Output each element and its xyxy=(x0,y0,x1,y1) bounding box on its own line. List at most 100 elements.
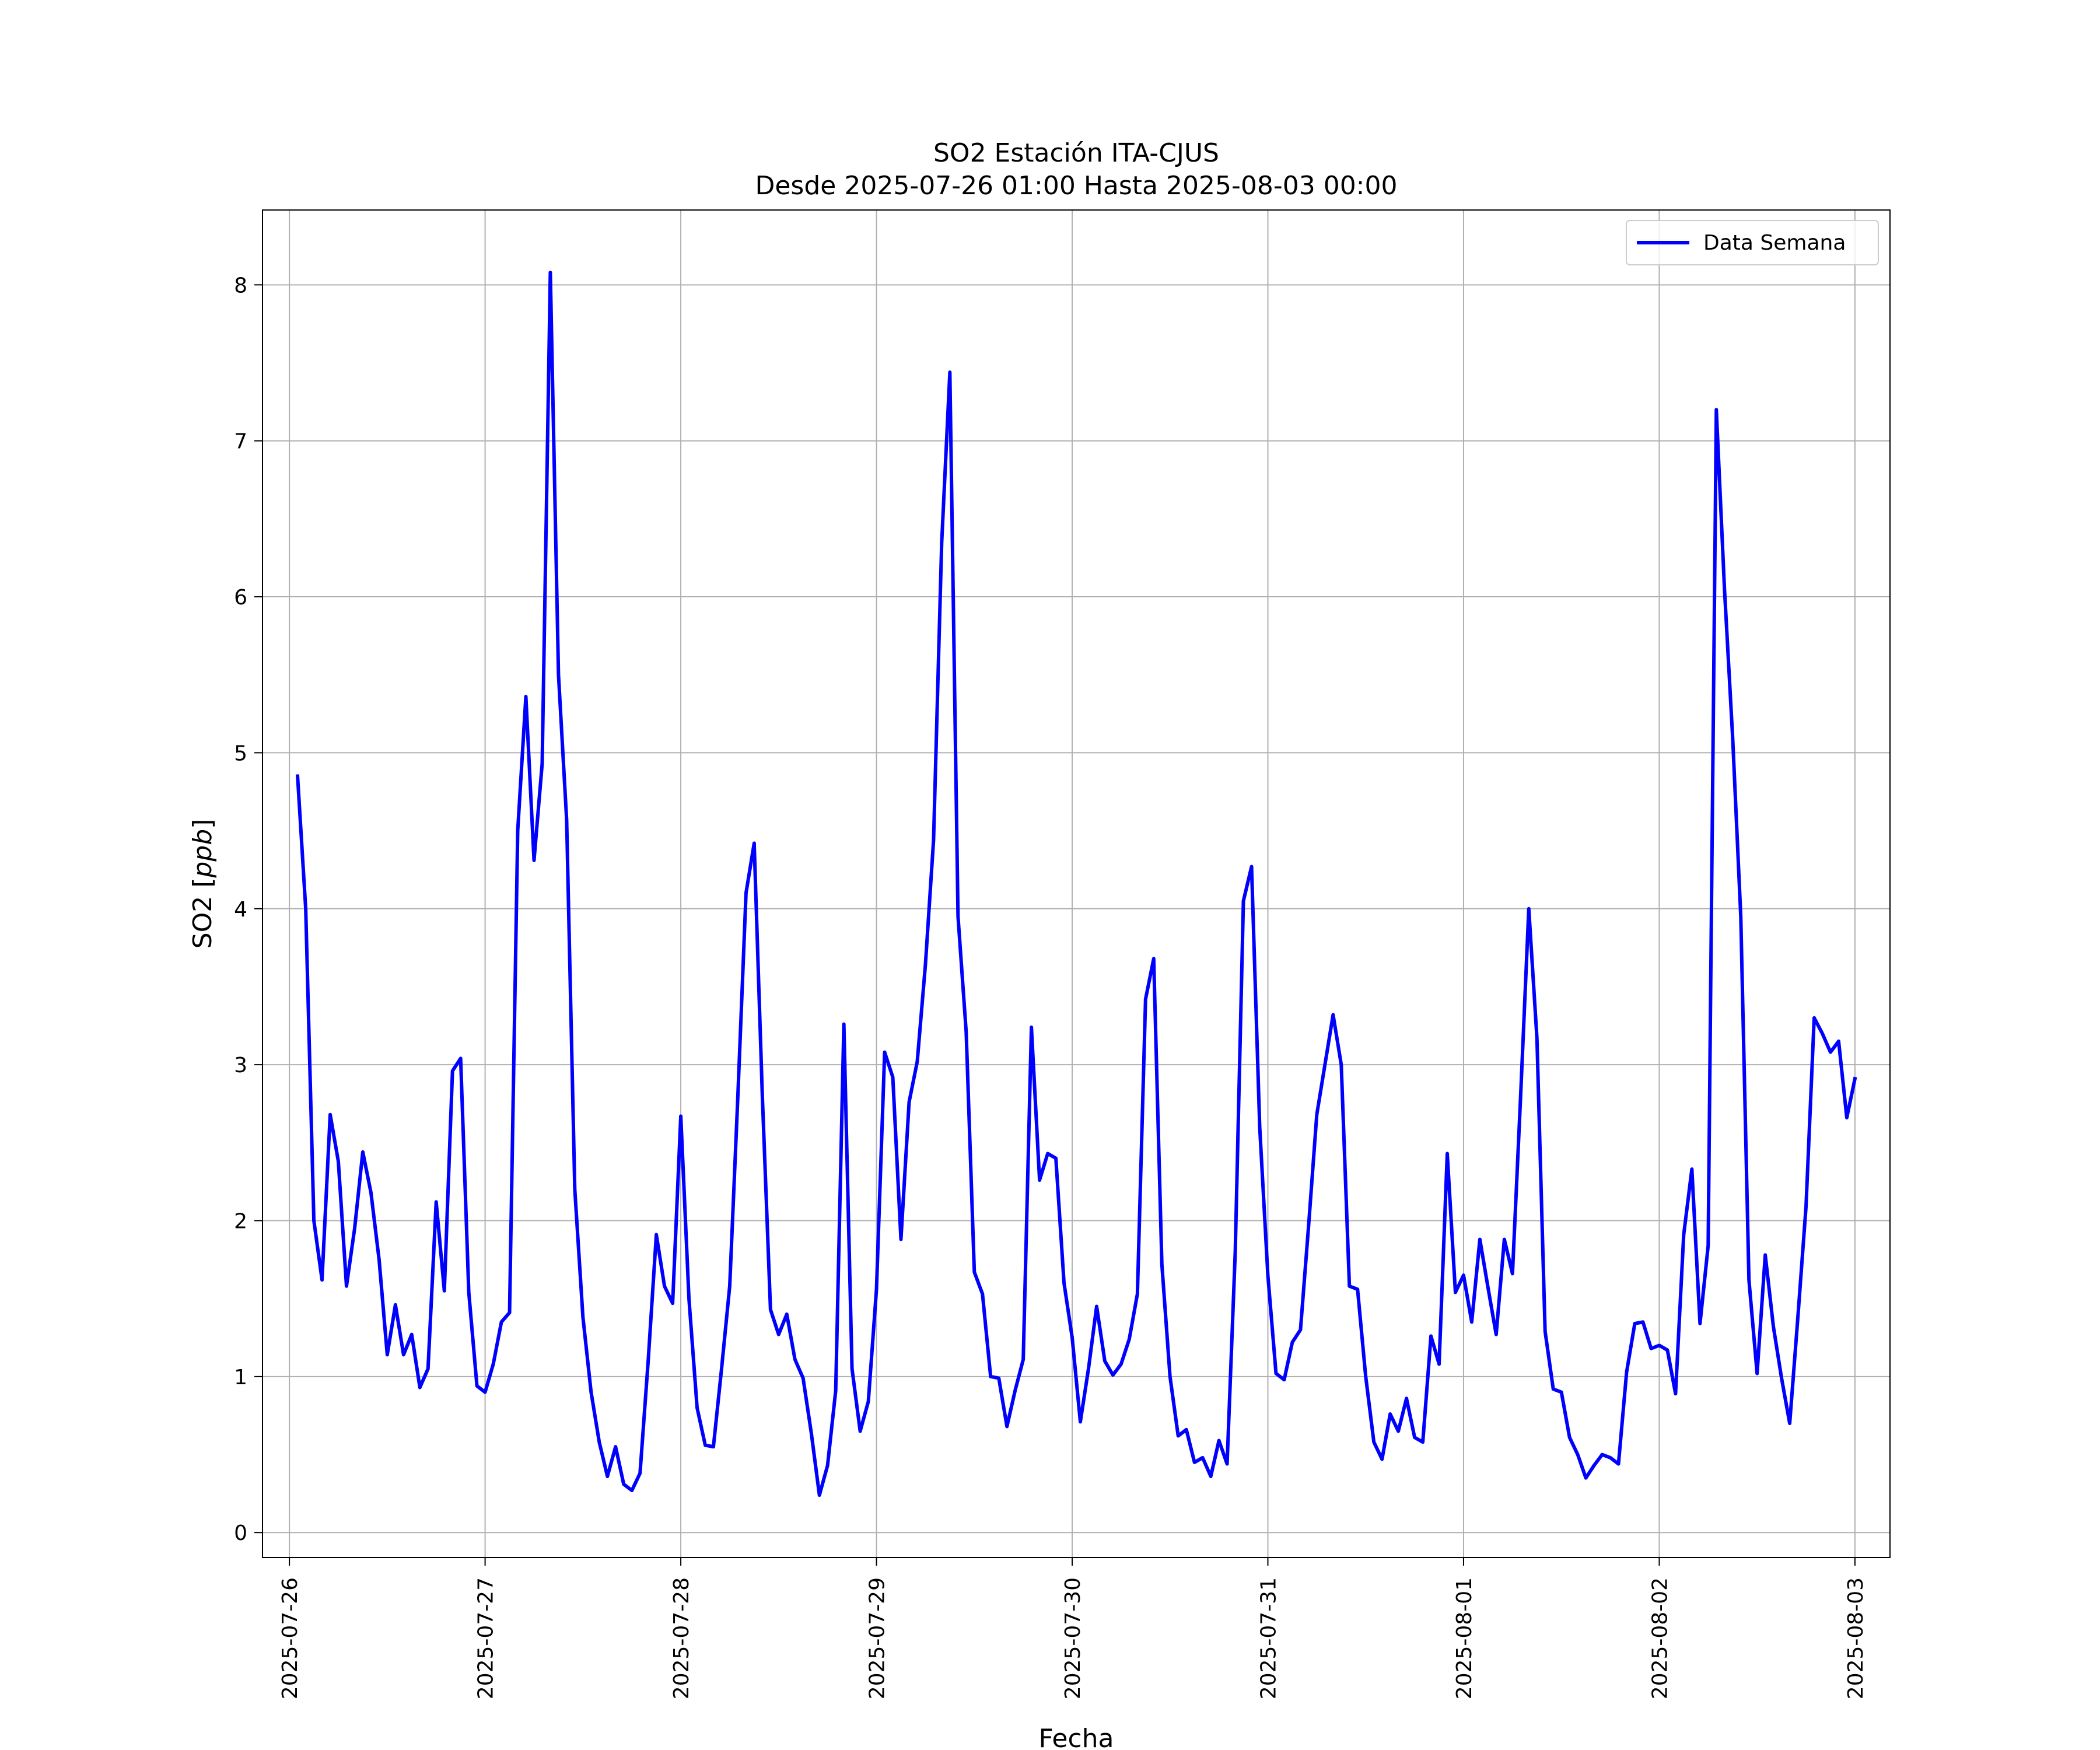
data-point xyxy=(1021,1357,1025,1361)
data-point xyxy=(1788,1422,1791,1425)
data-point xyxy=(687,1297,691,1300)
data-point xyxy=(328,1113,332,1116)
data-point xyxy=(492,1362,495,1366)
data-point xyxy=(859,1429,862,1433)
data-point xyxy=(1177,1434,1180,1437)
data-point xyxy=(500,1320,503,1324)
data-point xyxy=(1437,1362,1441,1366)
data-point xyxy=(1201,1456,1205,1460)
data-point xyxy=(1266,1273,1269,1277)
x-tick-label: 2025-07-30 xyxy=(1061,1577,1085,1699)
data-point xyxy=(1739,915,1742,918)
data-point xyxy=(353,1227,356,1230)
data-point xyxy=(1070,1336,1074,1339)
data-point xyxy=(915,1060,919,1063)
data-point xyxy=(972,1270,976,1274)
plot-area xyxy=(262,210,1890,1558)
data-point xyxy=(1698,1322,1702,1325)
data-point xyxy=(1723,587,1726,591)
data-point xyxy=(573,1188,576,1191)
data-point xyxy=(1601,1453,1604,1457)
data-point xyxy=(663,1284,666,1288)
y-axis-label-prefix: SO2 [ xyxy=(188,878,218,949)
data-point xyxy=(1641,1320,1644,1324)
data-point xyxy=(1209,1475,1213,1478)
data-point xyxy=(695,1406,699,1409)
data-point xyxy=(1511,1272,1514,1275)
data-point xyxy=(1282,1378,1286,1381)
data-point xyxy=(638,1472,642,1475)
data-point xyxy=(654,1233,658,1237)
data-point xyxy=(1617,1462,1620,1466)
data-point xyxy=(1217,1438,1221,1442)
data-point xyxy=(956,915,960,918)
data-point xyxy=(769,1308,772,1311)
data-point xyxy=(834,1389,838,1392)
data-point xyxy=(712,1445,715,1448)
data-point xyxy=(907,1100,911,1104)
data-point xyxy=(1755,1372,1759,1376)
data-point xyxy=(1315,1113,1318,1116)
data-point xyxy=(1062,1281,1066,1284)
y-tick-label: 0 xyxy=(234,1521,247,1545)
data-point xyxy=(1576,1453,1580,1457)
data-point xyxy=(923,963,927,967)
data-point xyxy=(793,1357,797,1361)
data-point xyxy=(1079,1420,1082,1423)
data-point xyxy=(1258,1125,1262,1129)
data-point xyxy=(1298,1328,1302,1332)
data-point xyxy=(1152,957,1156,960)
data-point xyxy=(720,1367,723,1370)
data-point xyxy=(1609,1456,1612,1460)
data-point xyxy=(1804,1205,1808,1208)
data-point xyxy=(1234,1250,1237,1254)
data-point xyxy=(581,1315,584,1319)
data-point xyxy=(777,1333,780,1336)
data-point xyxy=(1331,1013,1335,1017)
data-point xyxy=(597,1440,601,1444)
data-point xyxy=(1160,1262,1164,1266)
y-tick-label: 5 xyxy=(234,741,247,765)
data-point xyxy=(1136,1292,1139,1296)
data-point xyxy=(484,1391,487,1394)
data-point xyxy=(1649,1347,1653,1350)
data-point xyxy=(1128,1338,1131,1341)
data-point xyxy=(1323,1063,1326,1066)
data-point xyxy=(1429,1334,1433,1338)
data-point xyxy=(1714,408,1718,411)
data-point xyxy=(1747,1278,1751,1282)
x-tick-label: 2025-07-29 xyxy=(866,1577,890,1699)
data-point xyxy=(891,1076,895,1079)
data-point xyxy=(1274,1372,1278,1376)
data-point xyxy=(451,1069,454,1073)
data-point xyxy=(312,1219,316,1223)
data-point xyxy=(337,1160,340,1163)
data-point xyxy=(402,1353,405,1356)
data-point xyxy=(752,841,756,845)
data-point xyxy=(1144,998,1147,1001)
data-point xyxy=(443,1289,446,1293)
data-point xyxy=(508,1311,512,1314)
data-point xyxy=(418,1386,422,1390)
data-point xyxy=(1470,1320,1474,1324)
data-point xyxy=(875,1287,878,1291)
data-point xyxy=(1421,1440,1424,1444)
data-point xyxy=(548,271,552,274)
data-point xyxy=(1706,1244,1710,1247)
data-point xyxy=(671,1301,674,1305)
data-point xyxy=(744,891,748,895)
data-point xyxy=(1633,1322,1636,1325)
x-tick-label: 2025-08-01 xyxy=(1452,1577,1476,1699)
data-point xyxy=(785,1312,789,1316)
data-point xyxy=(1568,1436,1572,1439)
data-point xyxy=(565,818,568,821)
x-tick-label: 2025-07-27 xyxy=(474,1577,498,1699)
data-point xyxy=(1030,1026,1033,1029)
y-axis-label: SO2 [ppb] xyxy=(188,819,218,949)
data-point xyxy=(345,1284,348,1288)
y-tick-label: 2 xyxy=(234,1210,247,1234)
data-point xyxy=(818,1493,821,1497)
data-point xyxy=(1625,1370,1629,1374)
data-point xyxy=(1119,1362,1123,1366)
data-point xyxy=(1446,1152,1449,1156)
